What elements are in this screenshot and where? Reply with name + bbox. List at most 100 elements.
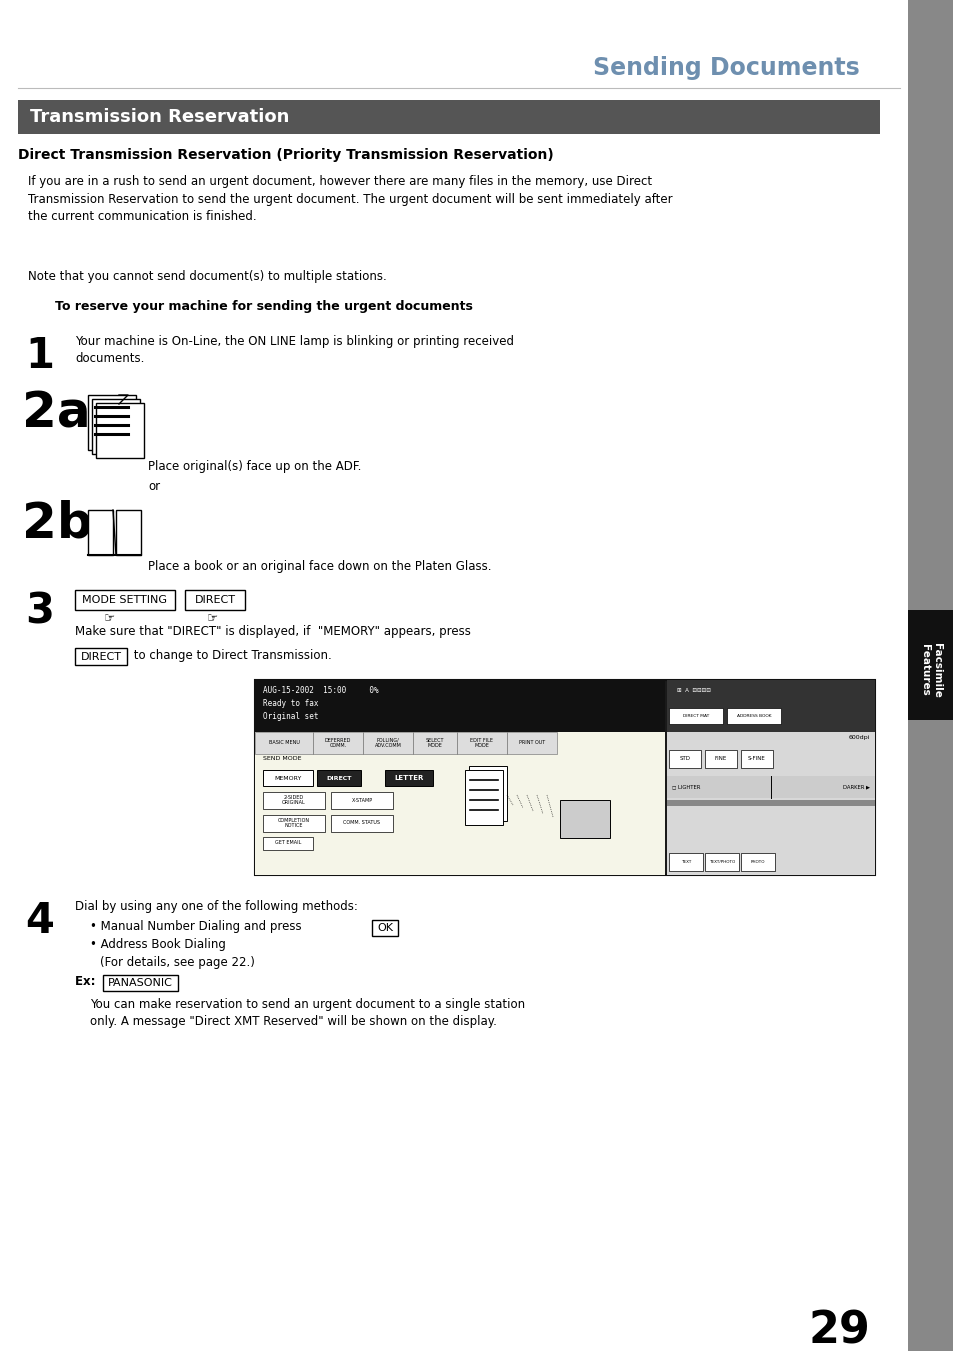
Text: • Manual Number Dialing and press: • Manual Number Dialing and press [90, 920, 309, 934]
Bar [559, 800, 609, 838]
Bar [666, 775, 874, 798]
Bar [372, 920, 397, 936]
Text: Make sure that "DIRECT" is displayed, if  "MEMORY" appears, press: Make sure that "DIRECT" is displayed, if… [75, 626, 471, 638]
Bar [263, 770, 313, 786]
Text: BASIC MENU: BASIC MENU [269, 740, 299, 746]
Bar [254, 680, 664, 732]
Bar [385, 770, 433, 786]
Text: ☞: ☞ [104, 612, 115, 626]
Text: SELECT
MODE: SELECT MODE [425, 738, 444, 748]
Bar [263, 815, 325, 832]
Text: ◻ LIGHTER: ◻ LIGHTER [671, 785, 700, 789]
Bar [331, 792, 393, 809]
Text: MEMORY: MEMORY [274, 775, 301, 781]
Text: DIRECT: DIRECT [80, 651, 121, 662]
Text: COMPLETION
NOTICE: COMPLETION NOTICE [277, 817, 310, 828]
Bar [469, 766, 506, 821]
Bar [75, 648, 127, 665]
Bar [96, 403, 144, 458]
Bar [316, 770, 360, 786]
Text: AUG-15-2002  15:00     0%: AUG-15-2002 15:00 0% [263, 686, 378, 694]
Text: Transmission Reservation: Transmission Reservation [30, 108, 289, 126]
Text: to change to Direct Transmission.: to change to Direct Transmission. [130, 650, 332, 662]
Text: PANASONIC: PANASONIC [108, 978, 172, 988]
Bar [185, 590, 245, 611]
Text: GET EMAIL: GET EMAIL [274, 840, 301, 846]
Text: DARKER ▶: DARKER ▶ [842, 785, 869, 789]
Bar [473, 762, 511, 817]
Text: Place original(s) face up on the ADF.: Place original(s) face up on the ADF. [148, 459, 361, 473]
Text: (For details, see page 22.): (For details, see page 22.) [100, 957, 254, 969]
Text: • Address Book Dialing: • Address Book Dialing [90, 938, 226, 951]
Bar [726, 708, 781, 724]
Bar [666, 680, 874, 732]
Text: X-STAMP: X-STAMP [351, 797, 373, 802]
Bar [363, 732, 413, 754]
Bar [116, 509, 141, 555]
Text: 29: 29 [807, 1310, 869, 1351]
Bar [88, 509, 112, 555]
Text: 3: 3 [25, 590, 54, 632]
Bar [456, 732, 506, 754]
Text: Original set: Original set [263, 712, 318, 721]
Bar [668, 750, 700, 767]
Bar [666, 680, 874, 875]
Text: Ready to fax: Ready to fax [263, 698, 318, 708]
Bar [313, 732, 363, 754]
Text: 600dpi: 600dpi [848, 735, 869, 740]
Bar [668, 708, 722, 724]
Text: TEXT/PHOTO: TEXT/PHOTO [708, 861, 735, 865]
Bar [18, 100, 879, 134]
Bar [263, 792, 325, 809]
Bar [75, 590, 174, 611]
Text: Place a book or an original face down on the Platen Glass.: Place a book or an original face down on… [148, 561, 491, 573]
Bar [254, 680, 874, 875]
Bar [464, 770, 502, 825]
Bar [263, 838, 313, 850]
Text: COMM. STATUS: COMM. STATUS [343, 820, 380, 825]
Text: 1: 1 [25, 335, 54, 377]
Text: EDIT FILE
MODE: EDIT FILE MODE [470, 738, 493, 748]
Bar [506, 732, 557, 754]
Text: Ex:: Ex: [75, 975, 99, 988]
Bar [254, 680, 664, 875]
Text: STD: STD [679, 757, 690, 762]
Text: SEND MODE: SEND MODE [263, 757, 301, 761]
Text: Dial by using any one of the following methods:: Dial by using any one of the following m… [75, 900, 357, 913]
Bar [103, 975, 178, 992]
Bar [88, 394, 136, 450]
Bar [907, 611, 953, 720]
Text: 2-SIDED
ORIGINAL: 2-SIDED ORIGINAL [282, 794, 306, 805]
Text: DIRECT MAT: DIRECT MAT [682, 713, 708, 717]
Bar [413, 732, 456, 754]
Text: ☞: ☞ [207, 612, 218, 626]
Text: OK: OK [376, 923, 393, 934]
Text: Direct Transmission Reservation (Priority Transmission Reservation): Direct Transmission Reservation (Priorit… [18, 149, 553, 162]
Text: S-FINE: S-FINE [747, 757, 765, 762]
Text: Your machine is On-Line, the ON LINE lamp is blinking or printing received
docum: Your machine is On-Line, the ON LINE lam… [75, 335, 514, 366]
Text: POLLING/
ADV.COMM: POLLING/ ADV.COMM [375, 738, 401, 748]
Bar [666, 800, 874, 807]
Bar [704, 750, 737, 767]
Text: LETTER: LETTER [394, 775, 423, 781]
Text: 2b: 2b [22, 500, 92, 549]
Text: DEFERRED
COMM.: DEFERRED COMM. [324, 738, 351, 748]
Text: If you are in a rush to send an urgent document, however there are many files in: If you are in a rush to send an urgent d… [28, 176, 672, 223]
Bar [331, 815, 393, 832]
Text: DIRECT: DIRECT [194, 594, 235, 605]
Text: or: or [148, 480, 160, 493]
Text: ⊞  A  ⊟⊟⊟⊟: ⊞ A ⊟⊟⊟⊟ [677, 688, 710, 693]
Text: Note that you cannot send document(s) to multiple stations.: Note that you cannot send document(s) to… [28, 270, 386, 282]
Text: TEXT: TEXT [680, 861, 691, 865]
Text: You can make reservation to send an urgent document to a single station
only. A : You can make reservation to send an urge… [90, 998, 524, 1028]
Text: To reserve your machine for sending the urgent documents: To reserve your machine for sending the … [55, 300, 473, 313]
Text: DIRECT: DIRECT [326, 775, 352, 781]
Text: Sending Documents: Sending Documents [593, 55, 859, 80]
Bar [740, 852, 774, 871]
Bar [907, 0, 953, 1351]
Text: PRINT OUT: PRINT OUT [518, 740, 544, 746]
Text: 4: 4 [25, 900, 53, 942]
Text: PHOTO: PHOTO [750, 861, 764, 865]
Text: 2a: 2a [22, 390, 91, 438]
Bar [254, 732, 313, 754]
